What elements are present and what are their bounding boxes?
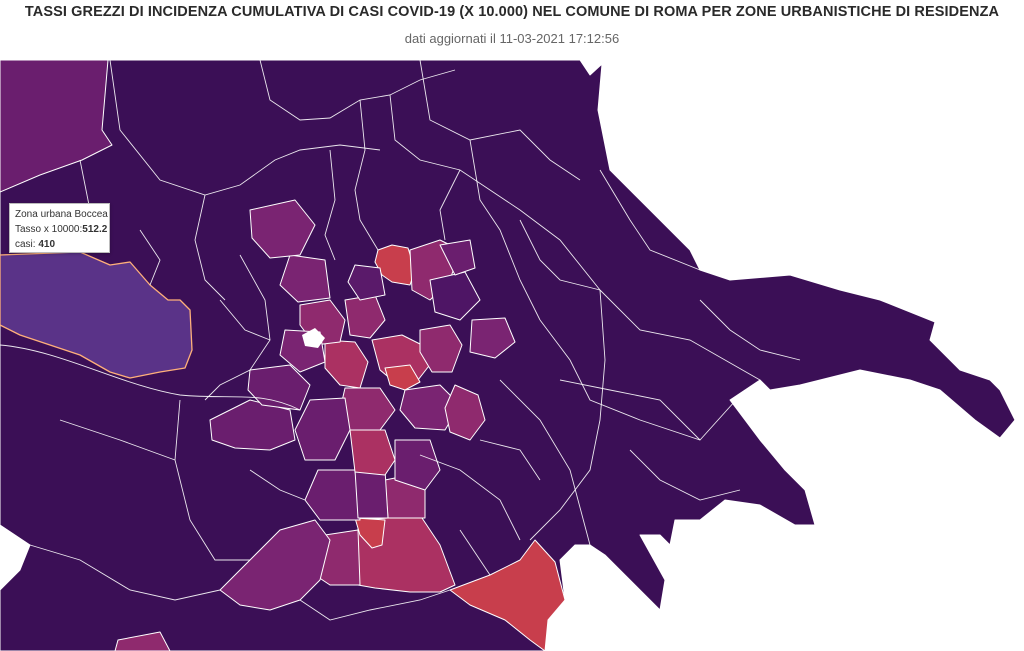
zone-central-19[interactable]	[394, 439, 441, 491]
zone-central-22[interactable]	[347, 264, 386, 301]
zone-south-mid-2[interactable]	[304, 469, 361, 521]
zone-central-3-red[interactable]	[384, 364, 421, 391]
zone-central-14[interactable]	[469, 317, 516, 359]
zone-bottom-left-small[interactable]	[114, 631, 171, 651]
zone-central-north-red[interactable]	[374, 244, 416, 286]
zone-central-8[interactable]	[249, 199, 316, 259]
tooltip-zone-name: Zona urbana Boccea	[15, 209, 108, 220]
zone-southwest-purple[interactable]	[219, 519, 331, 611]
zone-blank-park	[302, 328, 325, 348]
zone-central-11[interactable]	[349, 429, 396, 476]
zone-central-7[interactable]	[279, 254, 331, 303]
zone-south-red-small[interactable]	[354, 517, 386, 549]
zone-comune-base[interactable]	[0, 59, 1016, 651]
tooltip-cases-value: 410	[38, 239, 56, 250]
tooltip-rate-value: 512.2	[82, 224, 108, 235]
zone-central-12[interactable]	[399, 384, 461, 431]
tooltip-rate-label: Tasso x 10000:	[15, 224, 83, 235]
tooltip-cases-label: casi:	[15, 239, 36, 250]
zone-boundaries	[0, 59, 801, 621]
zone-tooltip: Zona urbana Boccea Tasso x 10000:512.2 c…	[9, 203, 110, 253]
zone-southeast-red[interactable]	[449, 539, 566, 651]
zone-central-16[interactable]	[209, 399, 296, 451]
zone-central-15[interactable]	[294, 397, 351, 461]
map-subtitle: dati aggiornati il 11-03-2021 17:12:56	[404, 31, 620, 46]
zone-top-left[interactable]	[0, 59, 113, 193]
map-title: TASSI GREZZI DI INCIDENZA CUMULATIVA DI …	[24, 4, 1000, 20]
zone-central-21[interactable]	[439, 239, 476, 276]
zone-boccea[interactable]	[0, 251, 193, 379]
zone-south-mid-3[interactable]	[354, 469, 389, 519]
zone-central-9[interactable]	[419, 324, 463, 373]
zone-central-13[interactable]	[444, 384, 486, 441]
